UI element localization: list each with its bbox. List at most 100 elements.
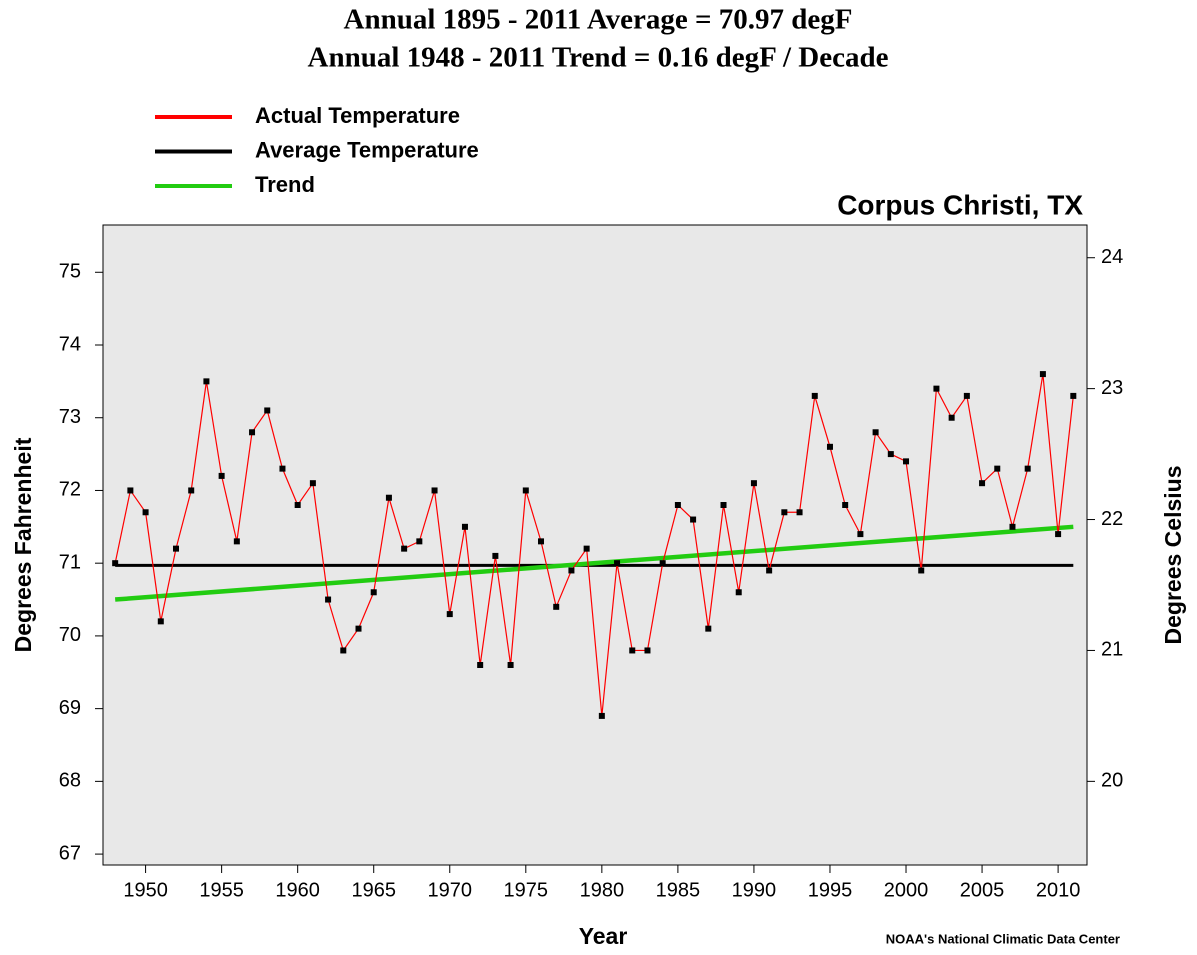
series-line xyxy=(114,524,1074,602)
data-point xyxy=(112,560,119,567)
y-tick-label: 75 xyxy=(59,261,81,283)
data-point xyxy=(127,487,134,494)
x-tick-label: 1960 xyxy=(275,879,320,901)
data-point xyxy=(188,487,195,494)
y2-tick-label: 21 xyxy=(1101,639,1123,661)
data-point xyxy=(279,465,286,472)
data-point xyxy=(370,589,377,596)
x-tick-label: 1980 xyxy=(580,879,625,901)
data-point xyxy=(629,647,636,654)
x-tick-label: 1985 xyxy=(656,879,701,901)
data-point xyxy=(249,429,256,436)
data-point xyxy=(340,647,347,654)
data-point xyxy=(401,545,408,552)
y2-tick-label: 22 xyxy=(1101,508,1123,530)
legend-label: Actual Temperature xyxy=(255,103,460,128)
data-point xyxy=(674,502,681,508)
data-point xyxy=(690,516,697,523)
x-tick-label: 1970 xyxy=(428,879,473,901)
data-point xyxy=(446,611,453,618)
data-point xyxy=(872,429,879,436)
data-point xyxy=(142,509,149,516)
data-point xyxy=(233,538,240,545)
data-point xyxy=(522,487,529,494)
data-point xyxy=(598,712,605,719)
data-point xyxy=(796,509,803,516)
data-point xyxy=(994,465,1001,472)
data-point xyxy=(507,662,514,668)
x-axis-label: Year xyxy=(579,923,628,949)
y-tick-label: 73 xyxy=(59,406,81,428)
y-tick-label: 72 xyxy=(59,479,81,501)
data-point xyxy=(918,567,925,574)
data-point xyxy=(735,589,742,596)
data-point xyxy=(857,531,864,538)
data-point xyxy=(903,458,910,465)
data-point xyxy=(203,378,210,385)
data-point xyxy=(568,567,575,574)
y-tick-label: 69 xyxy=(59,697,81,719)
data-point xyxy=(294,502,301,508)
source: NOAA's National Climatic Data Center xyxy=(886,931,1120,946)
legend-label: Trend xyxy=(255,172,315,197)
data-point xyxy=(766,567,773,574)
x-tick-label: 2000 xyxy=(884,879,929,901)
data-point xyxy=(218,472,225,479)
legend-label: Average Temperature xyxy=(255,137,479,162)
data-point xyxy=(553,603,560,610)
series-line xyxy=(114,373,1074,716)
data-point xyxy=(173,545,180,552)
data-point xyxy=(264,407,271,414)
x-tick-label: 1995 xyxy=(808,879,853,901)
data-point xyxy=(1039,371,1046,378)
data-point xyxy=(1055,531,1062,538)
data-point xyxy=(538,538,545,545)
x-tick-label: 1990 xyxy=(732,879,777,901)
chart-subtitle: Annual 1948 - 2011 Trend = 0.16 degF / D… xyxy=(308,42,889,74)
y2-tick-label: 24 xyxy=(1101,246,1123,268)
y2-tick-label: 20 xyxy=(1101,770,1123,792)
x-tick-label: 1955 xyxy=(199,879,244,901)
x-tick-label: 2010 xyxy=(1036,879,1081,901)
x-tick-label: 1950 xyxy=(123,879,168,901)
y2-axis-label: Degrees Celsius xyxy=(1160,466,1186,645)
data-point xyxy=(750,480,757,487)
data-point xyxy=(325,596,332,603)
x-tick-label: 1965 xyxy=(351,879,396,901)
data-point xyxy=(887,451,894,458)
data-point xyxy=(1024,465,1031,472)
data-point xyxy=(309,480,316,487)
data-point xyxy=(583,545,590,552)
data-point xyxy=(355,625,362,632)
data-point xyxy=(781,509,788,516)
data-point xyxy=(963,392,970,399)
x-tick-label: 1975 xyxy=(504,879,549,901)
data-point xyxy=(705,625,712,632)
y-tick-label: 71 xyxy=(59,551,81,573)
data-point xyxy=(933,385,940,392)
data-point xyxy=(1009,523,1016,530)
chart-title: Annual 1895 - 2011 Average = 70.97 degF xyxy=(344,4,853,36)
data-point xyxy=(492,552,499,559)
data-point xyxy=(826,443,833,450)
data-point xyxy=(979,480,986,487)
location: Corpus Christi, TX xyxy=(837,189,1083,220)
data-point xyxy=(385,494,392,501)
y-tick-label: 67 xyxy=(59,842,81,864)
y2-tick-label: 23 xyxy=(1101,377,1123,399)
data-point xyxy=(842,502,849,508)
x-tick-label: 2005 xyxy=(960,879,1005,901)
data-point xyxy=(948,414,955,421)
plot-area xyxy=(102,224,1088,866)
y-tick-label: 70 xyxy=(59,624,81,646)
data-point xyxy=(644,647,651,654)
data-point xyxy=(811,392,818,399)
data-point xyxy=(720,502,727,508)
y-axis-label: Degrees Fahrenheit xyxy=(10,437,36,652)
data-point xyxy=(416,538,423,545)
data-point xyxy=(659,560,666,567)
data-point xyxy=(614,560,621,567)
data-point xyxy=(477,662,484,668)
y-tick-label: 74 xyxy=(59,333,81,355)
